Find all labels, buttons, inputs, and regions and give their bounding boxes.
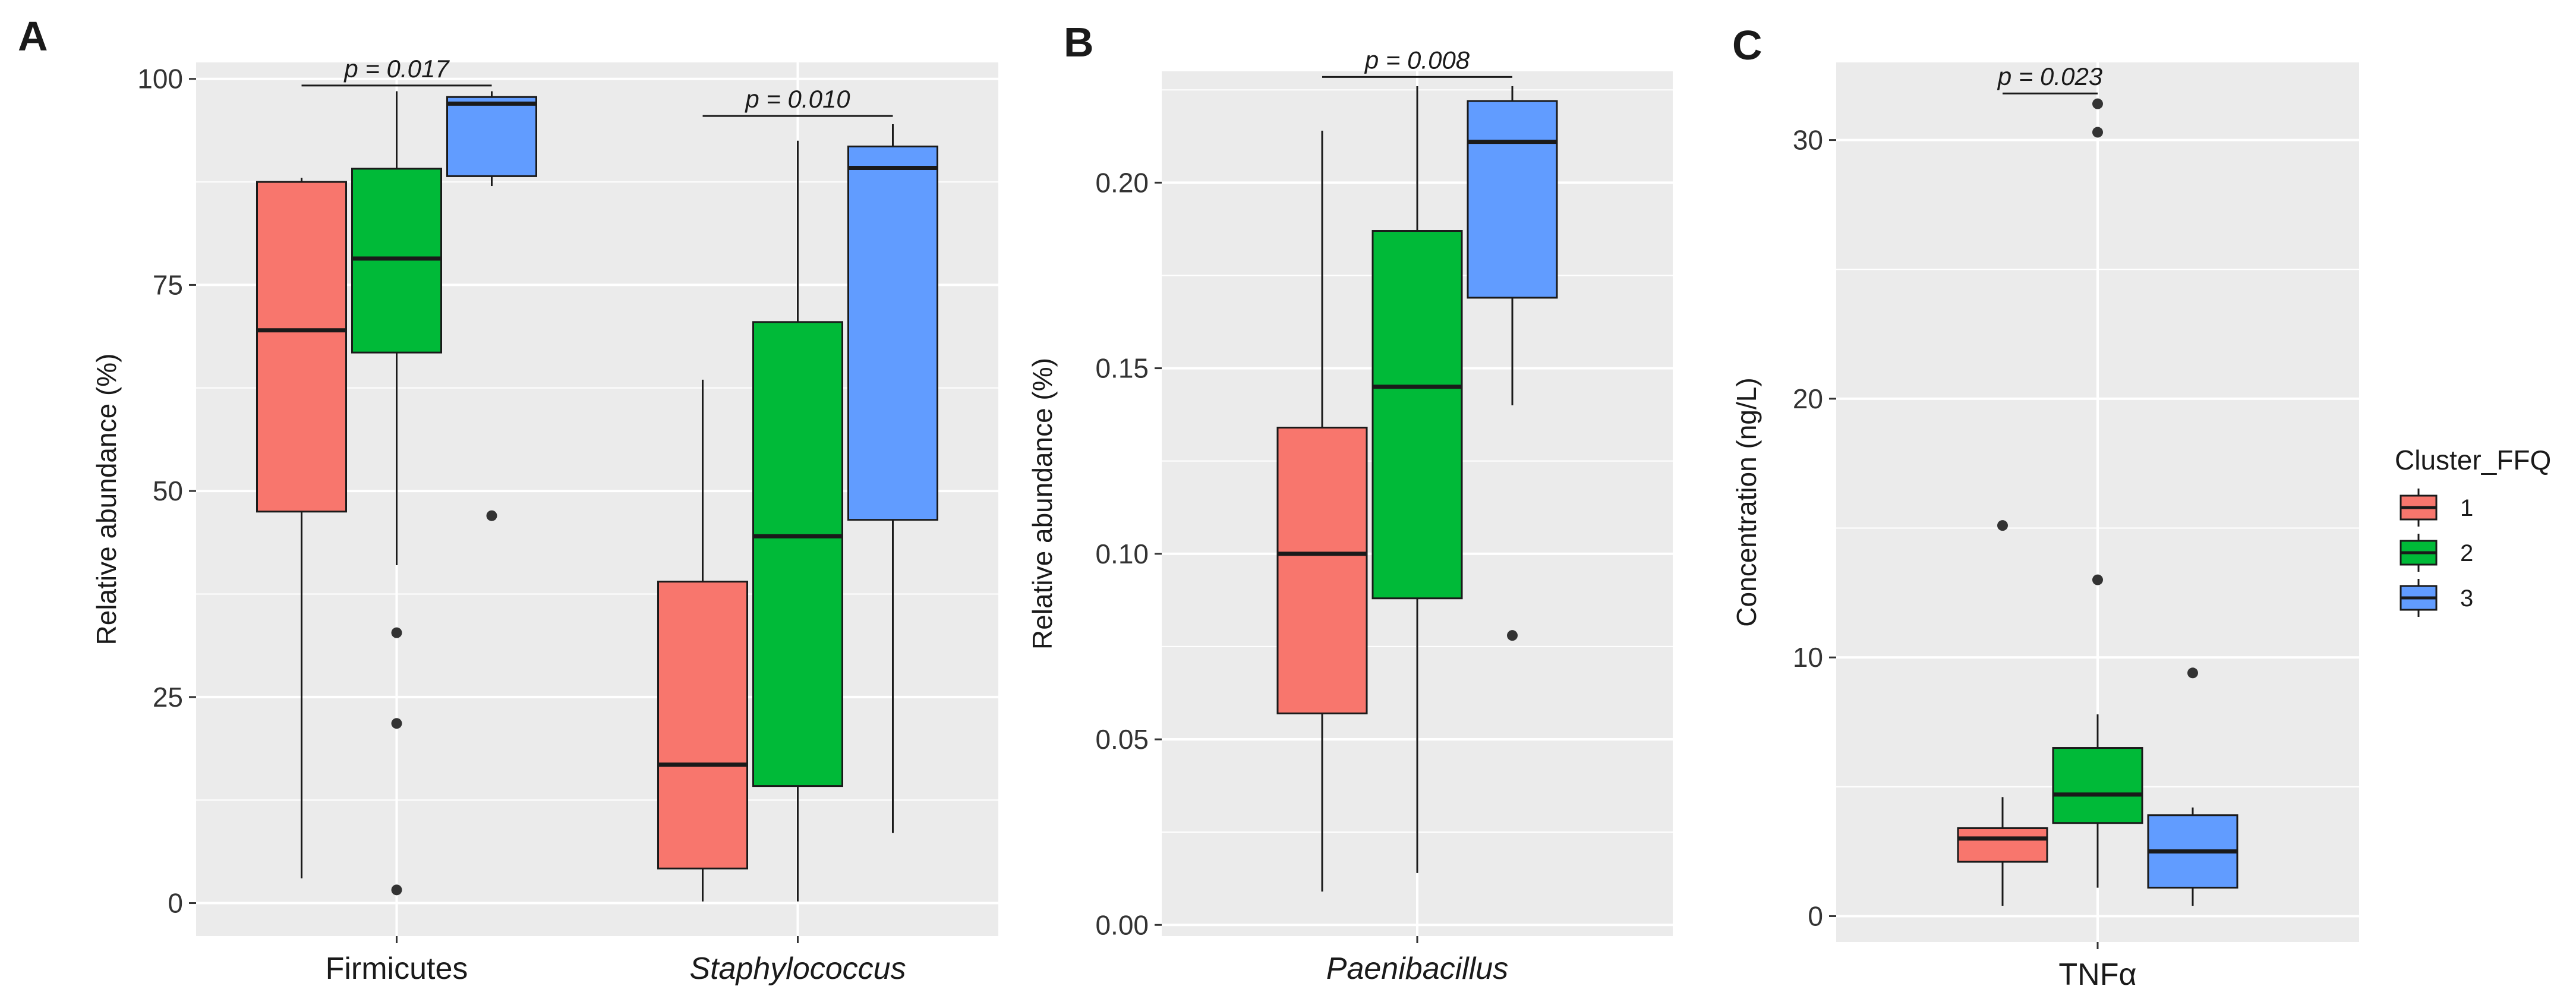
box-body [2052,747,2143,824]
legend-item-label: 2 [2460,540,2473,566]
x-tick-label: Firmicutes [326,952,468,986]
outlier-point [391,627,402,638]
y-tick-label: 50 [153,475,183,506]
panel-letter-a: A [18,13,48,59]
y-tick-label: 0 [168,888,183,919]
outlier-point [391,884,402,896]
outlier-point [1507,630,1518,641]
chart-panel-c: 0 10 20 30 TNFα Concentration (ng/L) p = 0.023 [1731,62,2359,992]
x-tick-label: TNFα [2058,957,2136,992]
box-body [1276,426,1368,714]
y-tick-label: 0.15 [1095,353,1149,384]
p-value-label: p = 0.010 [744,85,850,113]
box-body [1467,100,1558,299]
y-tick-label: 25 [153,682,183,713]
outlier-point [2187,667,2198,679]
legend-item-label: 3 [2460,585,2473,612]
panel-letter-c: C [1732,22,1762,68]
box-body [1957,827,2048,863]
x-tick-label: Staphylococcus [689,952,906,986]
y-tick-label: 75 [153,269,183,300]
box-body [752,321,843,787]
outlier-point [486,510,497,521]
y-tick-label: 0.05 [1095,724,1149,755]
y-tick-label: 10 [1793,642,1823,673]
p-value-label: p = 0.017 [343,55,450,83]
outlier-point [2092,574,2103,585]
y-tick-label: 0.10 [1095,538,1149,569]
box-body [256,181,347,513]
y-tick-label: 30 [1793,125,1823,156]
x-tick-label: Paenibacillus [1326,952,1508,986]
y-axis-label: Relative abundance (%) [1027,358,1058,650]
outlier-point [2092,127,2103,138]
p-value-label: p = 0.008 [1364,46,1470,74]
y-tick-label: 0.20 [1095,167,1149,198]
legend-item-label: 1 [2460,495,2473,521]
outlier-point [1997,520,2008,531]
chart-panel-a: 0 25 50 75 100 Firmicutes Staphylococcus Relati… [91,55,998,986]
box-body [1371,230,1463,600]
box-body [847,145,938,521]
y-axis-label: Concentration (ng/L) [1731,377,1762,626]
legend-title: Cluster_FFQ [2395,445,2551,475]
y-tick-label: 0 [1808,900,1823,931]
box-body [446,96,537,177]
chart-panel-b: 0.00 0.05 0.10 0.15 0.20 Paenibacillus Relativ… [1027,46,1673,986]
outlier-point [2092,98,2103,109]
legend: Cluster_FFQ 1 2 3 [2395,445,2551,617]
outlier-point [391,718,402,729]
box-body [657,581,748,869]
y-tick-label: 0.00 [1095,909,1149,940]
y-axis-label: Relative abundance (%) [91,354,122,645]
p-value-label: p = 0.023 [1997,62,2102,90]
panel-letter-b: B [1064,19,1094,65]
y-tick-label: 20 [1793,383,1823,414]
y-tick-label: 100 [137,64,183,94]
